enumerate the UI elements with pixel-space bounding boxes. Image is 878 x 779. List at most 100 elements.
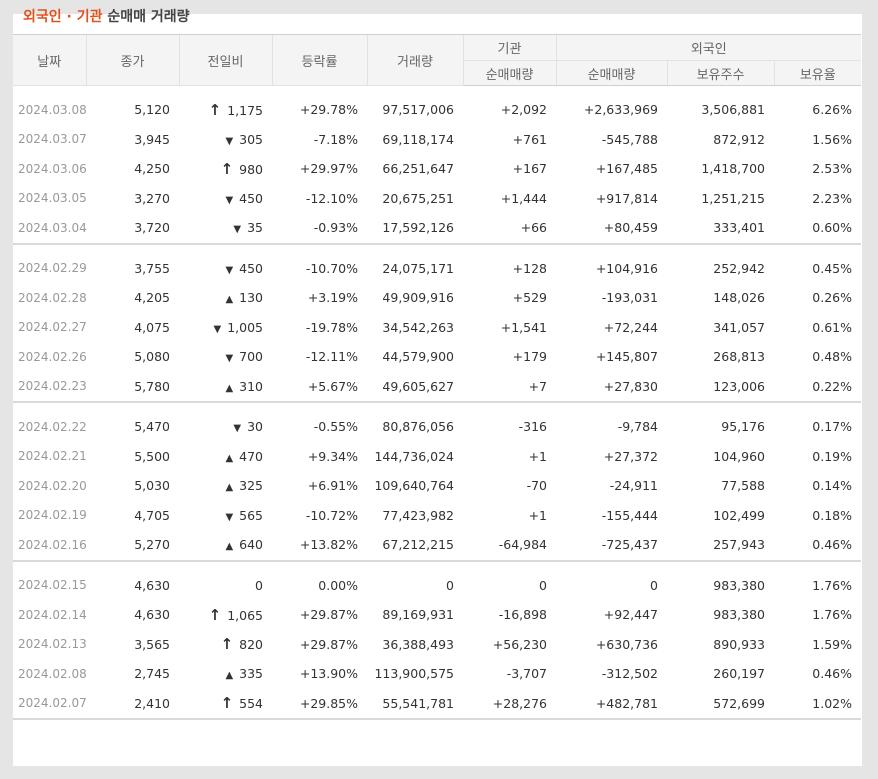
cell-holdings: 77,588 [721,478,765,494]
cell-institution-net: +28,276 [492,695,547,711]
change-value: 450 [239,260,263,276]
cell-institution-net: +66 [520,220,547,236]
table-row: 2024.03.06 4,250 ↑ 980 +29.97% 66,251,647 +167… [13,154,861,184]
table-row: 2024.03.08 5,120 ↑ 1,175 +29.78% 97,517,006 +2… [13,95,861,125]
cell-change: ▼ 35 [179,213,272,243]
change-value: 35 [247,220,263,236]
change-value: 640 [239,537,263,553]
cell-rate: -0.55% [313,419,358,435]
cell-ratio: 0.22% [812,378,853,394]
cell-institution-net: -3,707 [506,666,547,682]
cell-close: 4,630 [134,577,170,593]
table-row: 2024.02.20 5,030 ▲ 325 +6.91% 109,640,764 -70 -… [13,471,861,501]
cell-institution-net: -64,984 [498,537,547,553]
cell-ratio: 0.18% [812,507,853,523]
trading-table: 날짜 종가 전일비 등락률 거래량 기관 외국인 순매매량 순매매량 보유주수 … [13,34,862,731]
change-value: 335 [239,666,263,682]
cell-change: ↑ 1,175 [179,95,272,125]
change-value: 1,005 [227,319,263,335]
cell-ratio: 1.59% [812,636,853,652]
cell-ratio: 0.60% [812,220,853,236]
cell-institution-net: +179 [512,349,547,365]
cell-rate: -19.78% [305,319,358,335]
change-value: 325 [239,478,263,494]
table-row: 2024.02.26 5,080 ▼ 700 -12.11% 44,579,900 +179… [13,342,861,372]
cell-date: 2024.03.07 [18,132,87,147]
cell-rate: +13.90% [299,666,358,682]
cell-foreign-net: -725,437 [601,537,658,553]
cell-institution-net: +1 [528,507,547,523]
cell-date: 2024.02.21 [18,449,87,464]
cell-ratio: 6.26% [812,102,853,118]
change-value: 470 [239,448,263,464]
cell-rate: +6.91% [307,478,358,494]
cell-date: 2024.03.05 [18,191,87,206]
cell-close: 5,270 [134,537,170,553]
cell-close: 2,745 [134,666,170,682]
cell-change: ↑ 1,065 [179,600,272,630]
header-ratio: 보유율 [773,60,862,86]
cell-date: 2024.02.29 [18,261,87,276]
triangle-up-icon: ▲ [225,382,234,394]
cell-close: 4,705 [134,507,170,523]
cell-ratio: 0.14% [812,478,853,494]
cell-volume: 0 [446,577,454,593]
cell-institution-net: +529 [512,290,547,306]
investor-trading-panel: 외국인 · 기관 순매매 거래량 날짜 종가 전일비 등락률 거래량 기관 외국… [13,9,862,766]
cell-rate: -10.72% [305,507,358,523]
cell-ratio: 1.02% [812,695,853,711]
cell-rate: +13.82% [299,537,358,553]
cell-rate: 0.00% [318,577,358,593]
change-value: 0 [255,577,263,593]
cell-volume: 67,212,215 [382,537,454,553]
triangle-up-icon: ▲ [225,670,234,682]
cell-ratio: 0.19% [812,448,853,464]
cell-volume: 55,541,781 [382,695,454,711]
cell-close: 4,250 [134,161,170,177]
cell-institution-net: -316 [518,419,547,435]
cell-date: 2024.02.13 [18,637,87,652]
cell-close: 5,780 [134,378,170,394]
cell-change: ▼ 450 [179,184,272,214]
cell-date: 2024.02.14 [18,607,87,622]
cell-change: ▲ 640 [179,530,272,560]
cell-foreign-net: -312,502 [601,666,658,682]
table-body: 2024.03.08 5,120 ↑ 1,175 +29.78% 97,517,006 +2… [13,86,862,731]
cell-ratio: 1.76% [812,607,853,623]
cell-foreign-net: +482,781 [595,695,658,711]
cell-foreign-net: +72,244 [603,319,658,335]
cell-foreign-net: +145,807 [595,349,658,365]
cell-volume: 17,592,126 [382,220,454,236]
cell-date: 2024.02.15 [18,578,87,593]
cell-holdings: 257,943 [713,537,765,553]
table-row: 2024.03.07 3,945 ▼ 305 -7.18% 69,118,174 +761 -… [13,125,861,155]
cell-foreign-net: +2,633,969 [583,102,658,118]
triangle-down-icon: ▼ [233,423,242,435]
cell-ratio: 0.17% [812,419,853,435]
cell-holdings: 872,912 [713,131,765,147]
cell-holdings: 1,418,700 [701,161,765,177]
header-volume: 거래량 [366,34,463,86]
table-row: 2024.03.04 3,720 ▼ 35 -0.93% 17,592,126 +66 +80… [13,213,861,243]
cell-institution-net: +1,444 [500,190,547,206]
cell-change: ↑ 980 [179,154,272,184]
cell-close: 3,270 [134,190,170,206]
cell-foreign-net: 0 [650,577,658,593]
cell-holdings: 148,026 [713,290,765,306]
table-row: 2024.02.14 4,630 ↑ 1,065 +29.87% 89,169,931 -1… [13,600,861,630]
cell-change: ▼ 450 [179,254,272,284]
cell-ratio: 1.56% [812,131,853,147]
table-row: 2024.02.29 3,755 ▼ 450 -10.70% 24,075,171 +128… [13,254,861,284]
cell-close: 5,080 [134,349,170,365]
table-row: 2024.02.15 4,630 0 0.00% 0 0 0 983,380 1.76% [13,571,861,601]
triangle-down-icon: ▼ [225,194,234,206]
cell-close: 4,205 [134,290,170,306]
header-rate: 등락률 [271,34,367,86]
cell-change: 0 [179,571,272,601]
cell-volume: 69,118,174 [382,131,454,147]
cell-date: 2024.02.26 [18,349,87,364]
cell-holdings: 3,506,881 [701,102,765,118]
upper-limit-arrow-icon: ↑ [220,694,234,713]
change-value: 305 [239,131,263,147]
cell-institution-net: +1,541 [500,319,547,335]
